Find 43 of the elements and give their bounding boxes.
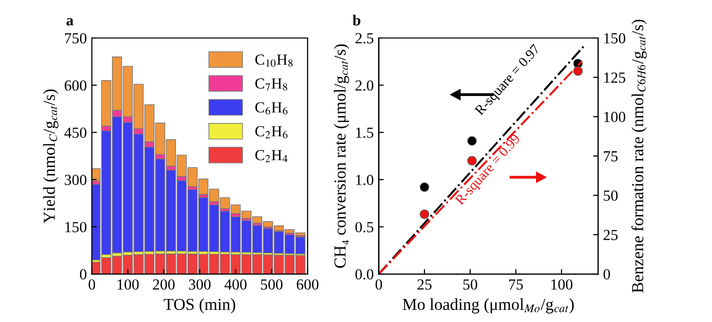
- x-tick-label: 300: [188, 279, 211, 290]
- y-tick-label: 450: [64, 128, 86, 138]
- y-tick-label: 0: [80, 269, 86, 280]
- y-tick-label: 750: [65, 33, 86, 44]
- legend-label: C$_{6}$H$_{6}$: [255, 102, 288, 115]
- y-axis-title: CH₄ conversion rate (μmol/g$_{cat}$/s): [334, 44, 350, 268]
- y2-tick-label: 0: [604, 269, 610, 280]
- x-tick-label: 50: [463, 279, 478, 290]
- y-axis-title: Yield (nmol$_{C}$/g$_{cat}$/s): [43, 89, 58, 224]
- y-tick-label: 300: [64, 174, 86, 186]
- y-tick-label: 0.5: [355, 222, 374, 232]
- x-tick-label: 600: [296, 279, 318, 290]
- x-axis-title: Mo loading (μmol$_{Mo}$/g$_{cat}$): [402, 298, 574, 314]
- legend-label: C$_{2}$H$_{4}$: [255, 150, 288, 162]
- y2-tick-label: 125: [604, 72, 626, 83]
- x-tick-label: 25: [418, 279, 432, 290]
- y2-tick-label: 50: [604, 190, 618, 201]
- legend-label: C$_{7}$H$_{8}$: [255, 78, 288, 91]
- x-tick-label: 400: [224, 279, 247, 290]
- y-tick-label: 2.0: [355, 80, 374, 91]
- y-tick-label: 0.0: [355, 269, 374, 280]
- x-tick-label: 75: [509, 279, 523, 290]
- x-tick-label: 0: [88, 279, 96, 290]
- y2-tick-label: 150: [604, 33, 626, 44]
- y2-tick-label: 100: [604, 112, 626, 122]
- legend-label: C$_{10}$H$_{8}$: [255, 54, 293, 67]
- y2-axis-title: Benzene formation rate (nmol$_{C6H6}$/g$_{cat}$/s): [631, 20, 647, 293]
- chart-title: a: [66, 18, 74, 26]
- x-axis-title: TOS (min): [164, 298, 236, 314]
- x-tick-label: 100: [551, 279, 572, 290]
- x-tick-label: 0: [376, 279, 382, 290]
- y-tick-label: 1.0: [356, 174, 374, 186]
- y-tick-label: 2.5: [355, 33, 374, 44]
- y-tick-label: 600: [64, 80, 86, 91]
- y-tick-label: 1.5: [356, 128, 374, 138]
- y-tick-label: 150: [65, 222, 86, 232]
- x-tick-label: 500: [261, 279, 283, 290]
- y2-tick-label: 75: [604, 151, 618, 162]
- y2-tick-label: 25: [604, 230, 618, 240]
- legend-label: C$_{2}$H$_{6}$: [255, 126, 288, 138]
- x-tick-label: 100: [118, 279, 139, 290]
- x-tick-label: 200: [152, 279, 175, 290]
- chart-title: b: [352, 14, 360, 26]
